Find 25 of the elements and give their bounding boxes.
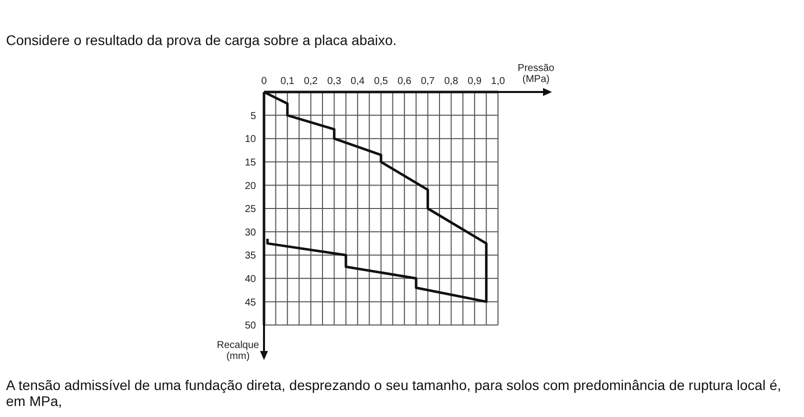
y-tick-label: 25	[244, 204, 256, 216]
x-axis-title: Pressão (MPa)	[516, 63, 556, 85]
x-tick-label: 0,2	[304, 76, 318, 87]
y-tick-label: 5	[250, 110, 256, 122]
x-tick-label: 0,5	[374, 76, 388, 87]
chart-title: Considere o resultado da prova de carga sobre a placa abaixo.	[6, 32, 397, 48]
y-tick-label: 45	[244, 297, 256, 308]
x-tick-label: 1,0	[491, 76, 506, 87]
y-tick-label: 35	[244, 250, 256, 262]
x-tick-label: 0,3	[327, 76, 342, 87]
y-tick-label: 50	[244, 320, 256, 332]
x-tick-label: 0,7	[420, 76, 436, 87]
x-tick-label: 0,6	[397, 76, 412, 87]
y-tick-label: 15	[244, 157, 256, 168]
x-tick-label: 0,4	[350, 76, 365, 87]
y-tick-label: 40	[244, 274, 256, 285]
x-tick-label: 0	[261, 76, 268, 87]
y-tick-label: 30	[244, 227, 256, 238]
x-tick-label: 0,9	[468, 76, 482, 87]
y-axis-title: Recalque (mm)	[216, 340, 260, 362]
y-tick-label: 20	[244, 180, 256, 192]
x-tick-label: 0,1	[280, 76, 295, 87]
y-tick-label: 10	[244, 134, 256, 146]
x-tick-label: 0,8	[444, 76, 459, 87]
text: A tensão admissível de uma fundação direta, desprezando o seu tamanho, para solos com predominância de ruptura local é, em MPa,	[6, 377, 782, 409]
